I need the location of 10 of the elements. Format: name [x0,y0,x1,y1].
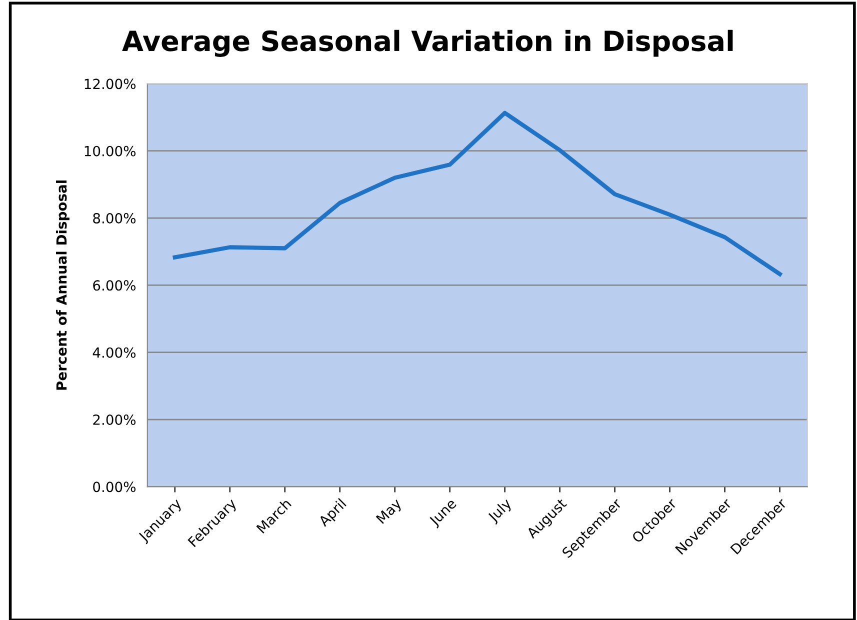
y-tick-label: 10.00% [84,146,136,156]
line-series [172,110,782,276]
y-tick-label: 4.00% [92,347,136,358]
y-tick-label: 2.00% [93,414,136,426]
y-tick-label: 12.00% [84,78,136,90]
y-tick-label: 8.00% [93,213,136,224]
y-tick-label: 6.00% [93,280,136,291]
y-tick-label: 0.00% [93,482,136,492]
chart-title: Average Seasonal Variation in Disposal [122,30,733,57]
y-axis-title: Percent of Annual Disposal [56,180,70,390]
